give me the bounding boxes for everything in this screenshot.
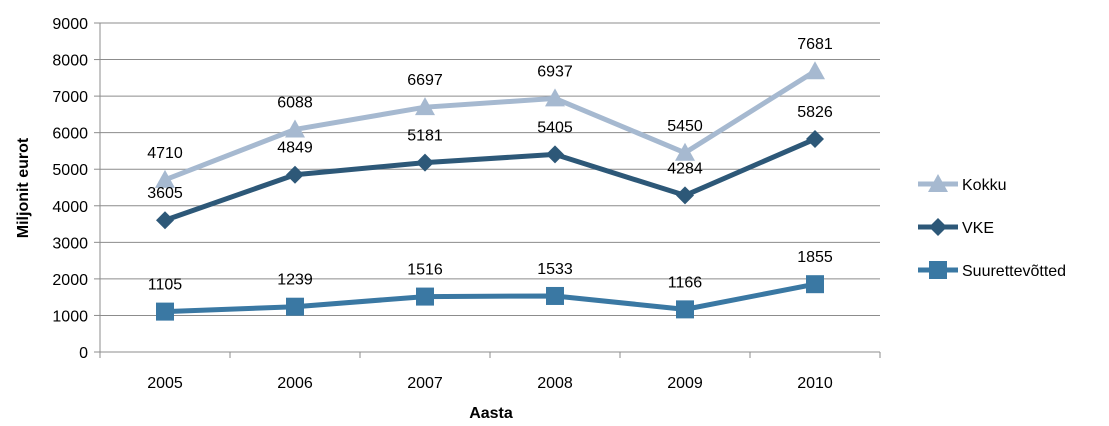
data-point-kokku bbox=[805, 61, 825, 80]
y-tick-label: 0 bbox=[79, 345, 88, 362]
x-tick-label: 2007 bbox=[407, 375, 443, 392]
data-label-kokku: 4710 bbox=[147, 145, 183, 162]
y-tick-label: 1000 bbox=[52, 308, 88, 325]
data-label-vke: 5826 bbox=[797, 104, 833, 121]
data-point-kokku bbox=[415, 97, 435, 116]
data-labels: 4710 6088 6697 6937 5450 7681 3605 4849 5181 5405… bbox=[147, 36, 833, 293]
legend-label: Suurettevõtted bbox=[962, 263, 1066, 280]
legend: Kokku VKE Suurettevõtted bbox=[918, 174, 1066, 280]
data-label-suurettev-tted: 1166 bbox=[668, 274, 703, 291]
legend-item-suurettev-tted: Suurettevõtted bbox=[918, 261, 1066, 280]
data-point-vke bbox=[156, 211, 174, 230]
data-point-kokku bbox=[675, 142, 695, 161]
data-label-vke: 4849 bbox=[277, 140, 313, 157]
data-point-kokku bbox=[155, 169, 175, 188]
data-label-suurettev-tted: 1516 bbox=[407, 262, 443, 279]
legend-item-kokku: Kokku bbox=[918, 174, 1006, 194]
y-tick-label: 6000 bbox=[52, 126, 88, 143]
data-point-vke bbox=[676, 186, 694, 205]
data-label-suurettev-tted: 1533 bbox=[537, 261, 573, 278]
series-lines bbox=[155, 61, 825, 321]
y-tick-label: 5000 bbox=[52, 162, 88, 179]
data-label-kokku: 6088 bbox=[277, 94, 313, 111]
y-axis-title: Miljonit eurot bbox=[15, 137, 32, 238]
legend-label: VKE bbox=[962, 220, 994, 237]
data-point-kokku bbox=[285, 119, 305, 138]
x-tick-label: 2005 bbox=[147, 375, 183, 392]
data-label-suurettev-tted: 1855 bbox=[797, 249, 833, 266]
data-point-suurettev-tted bbox=[156, 302, 174, 321]
y-tick-label: 9000 bbox=[52, 16, 88, 33]
legend-swatch-marker bbox=[929, 218, 947, 236]
series-line-vke bbox=[164, 136, 816, 223]
data-label-kokku: 5450 bbox=[667, 118, 703, 135]
data-label-kokku: 6937 bbox=[537, 63, 573, 80]
x-tick-label: 2009 bbox=[667, 375, 703, 392]
data-point-vke bbox=[286, 165, 304, 184]
data-point-suurettev-tted bbox=[546, 286, 564, 305]
x-tick-label: 2010 bbox=[797, 375, 833, 392]
data-point-suurettev-tted bbox=[286, 297, 304, 316]
legend-swatch-marker bbox=[929, 261, 947, 279]
data-label-vke: 5405 bbox=[537, 119, 573, 136]
data-point-vke bbox=[806, 130, 824, 149]
data-point-vke bbox=[416, 153, 434, 172]
y-tick-label: 7000 bbox=[52, 89, 88, 106]
data-label-vke: 5181 bbox=[407, 128, 443, 145]
data-label-vke: 4284 bbox=[667, 160, 703, 177]
data-label-suurettev-tted: 1105 bbox=[148, 277, 183, 294]
x-tick-label: 2006 bbox=[277, 375, 313, 392]
legend-label: Kokku bbox=[962, 177, 1006, 194]
gridlines bbox=[100, 22, 880, 316]
axes: 0 1000 2000 3000 4000 5000 6000 7000 8000 9000 200… bbox=[52, 16, 881, 392]
data-point-suurettev-tted bbox=[416, 287, 434, 306]
data-point-suurettev-tted bbox=[806, 275, 824, 294]
series-line-suurettev-tted bbox=[164, 281, 816, 315]
data-label-vke: 3605 bbox=[147, 185, 183, 202]
y-tick-label: 4000 bbox=[52, 199, 88, 216]
series-line-kokku bbox=[164, 69, 817, 183]
data-label-kokku: 6697 bbox=[407, 72, 443, 89]
data-point-vke bbox=[546, 145, 564, 164]
data-label-suurettev-tted: 1239 bbox=[277, 272, 313, 289]
x-axis-title: Aasta bbox=[469, 405, 513, 421]
legend-item-vke: VKE bbox=[918, 218, 994, 237]
y-tick-label: 3000 bbox=[52, 235, 88, 252]
data-point-kokku bbox=[545, 88, 565, 107]
y-tick-label: 2000 bbox=[52, 272, 88, 289]
y-tick-label: 8000 bbox=[52, 53, 88, 70]
data-point-suurettev-tted bbox=[676, 300, 694, 319]
data-label-kokku: 7681 bbox=[797, 36, 833, 53]
legend-swatch-marker bbox=[928, 174, 948, 192]
x-tick-label: 2008 bbox=[537, 375, 573, 392]
